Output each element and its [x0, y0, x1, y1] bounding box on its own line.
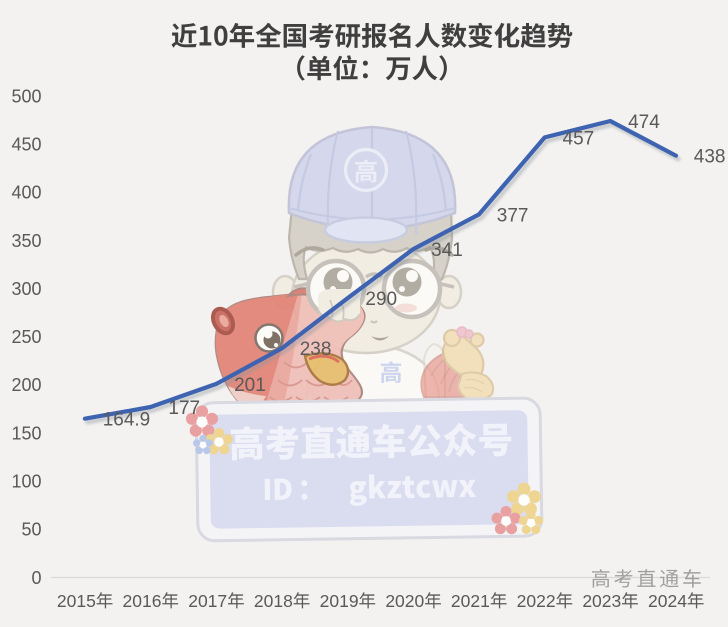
svg-text:2023: 2023 [582, 591, 621, 611]
svg-text:238: 238 [300, 339, 332, 360]
svg-text:377: 377 [497, 205, 529, 226]
svg-text:250: 250 [11, 327, 41, 347]
svg-text:2019: 2019 [320, 591, 359, 611]
svg-text:341: 341 [431, 240, 463, 261]
svg-text:2017: 2017 [188, 591, 227, 611]
svg-text:290: 290 [365, 289, 397, 310]
svg-text:164.9: 164.9 [103, 410, 151, 431]
svg-text:2015: 2015 [57, 591, 96, 611]
svg-text:150: 150 [11, 423, 41, 443]
svg-text:2016: 2016 [123, 591, 162, 611]
svg-text:474: 474 [628, 112, 660, 133]
svg-text:400: 400 [11, 183, 41, 203]
svg-text:2018: 2018 [254, 591, 293, 611]
svg-text:438: 438 [694, 147, 726, 168]
svg-text:201: 201 [234, 375, 266, 396]
svg-text:177: 177 [168, 398, 200, 419]
svg-text:2022: 2022 [517, 591, 556, 611]
svg-text:350: 350 [11, 231, 41, 251]
svg-text:0: 0 [31, 568, 41, 588]
svg-text:200: 200 [11, 375, 41, 395]
svg-text:300: 300 [11, 279, 41, 299]
svg-text:450: 450 [11, 135, 41, 155]
svg-text:457: 457 [563, 128, 595, 149]
svg-text:100: 100 [11, 472, 41, 492]
svg-text:500: 500 [11, 86, 41, 106]
svg-text:2024: 2024 [648, 591, 687, 611]
svg-text:2020: 2020 [385, 591, 424, 611]
svg-text:50: 50 [21, 520, 41, 540]
svg-text:2021: 2021 [451, 591, 490, 611]
